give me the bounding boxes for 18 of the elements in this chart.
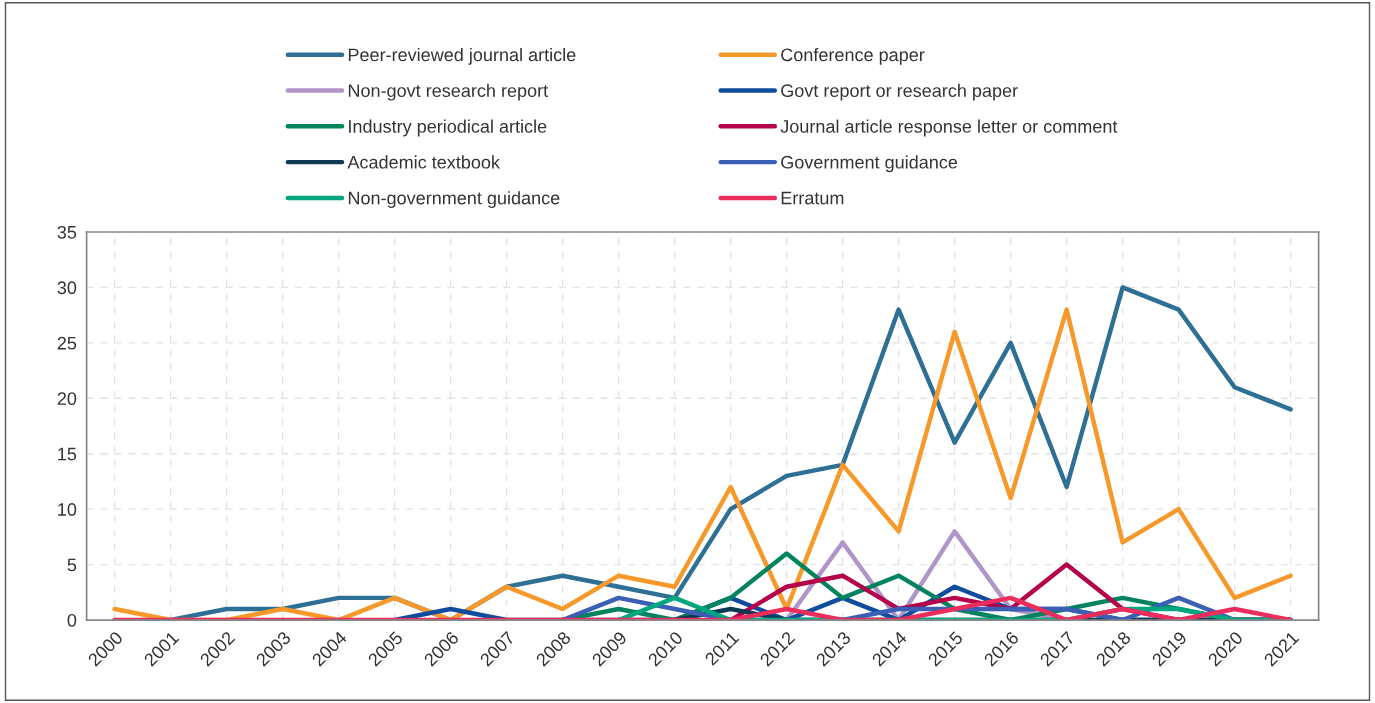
legend-label: Non-government guidance (348, 191, 560, 208)
y-tick-label: 10 (58, 503, 77, 516)
legend-label: Conference paper (781, 48, 925, 65)
y-tick-label: 25 (57, 336, 77, 350)
y-tick-label: 35 (57, 225, 77, 239)
legend-label: Government guidance (781, 155, 958, 173)
legend-label: Non-govt research report (348, 83, 548, 101)
y-tick-label: 15 (58, 447, 77, 461)
y-tick-label: 20 (57, 392, 77, 406)
legend-label: Journal article response letter or comment (780, 119, 1118, 137)
legend-label: Academic textbook (347, 155, 500, 169)
y-tick-label: 5 (67, 558, 77, 572)
legend-label: Industry periodical article (349, 119, 547, 137)
y-tick-label: 30 (57, 281, 77, 295)
legend-label: Erratum (781, 191, 844, 205)
legend-label: Peer-reviewed journal article (348, 47, 576, 65)
legend-label: Govt report or research paper (781, 83, 1018, 101)
y-tick-label: 0 (67, 613, 77, 627)
